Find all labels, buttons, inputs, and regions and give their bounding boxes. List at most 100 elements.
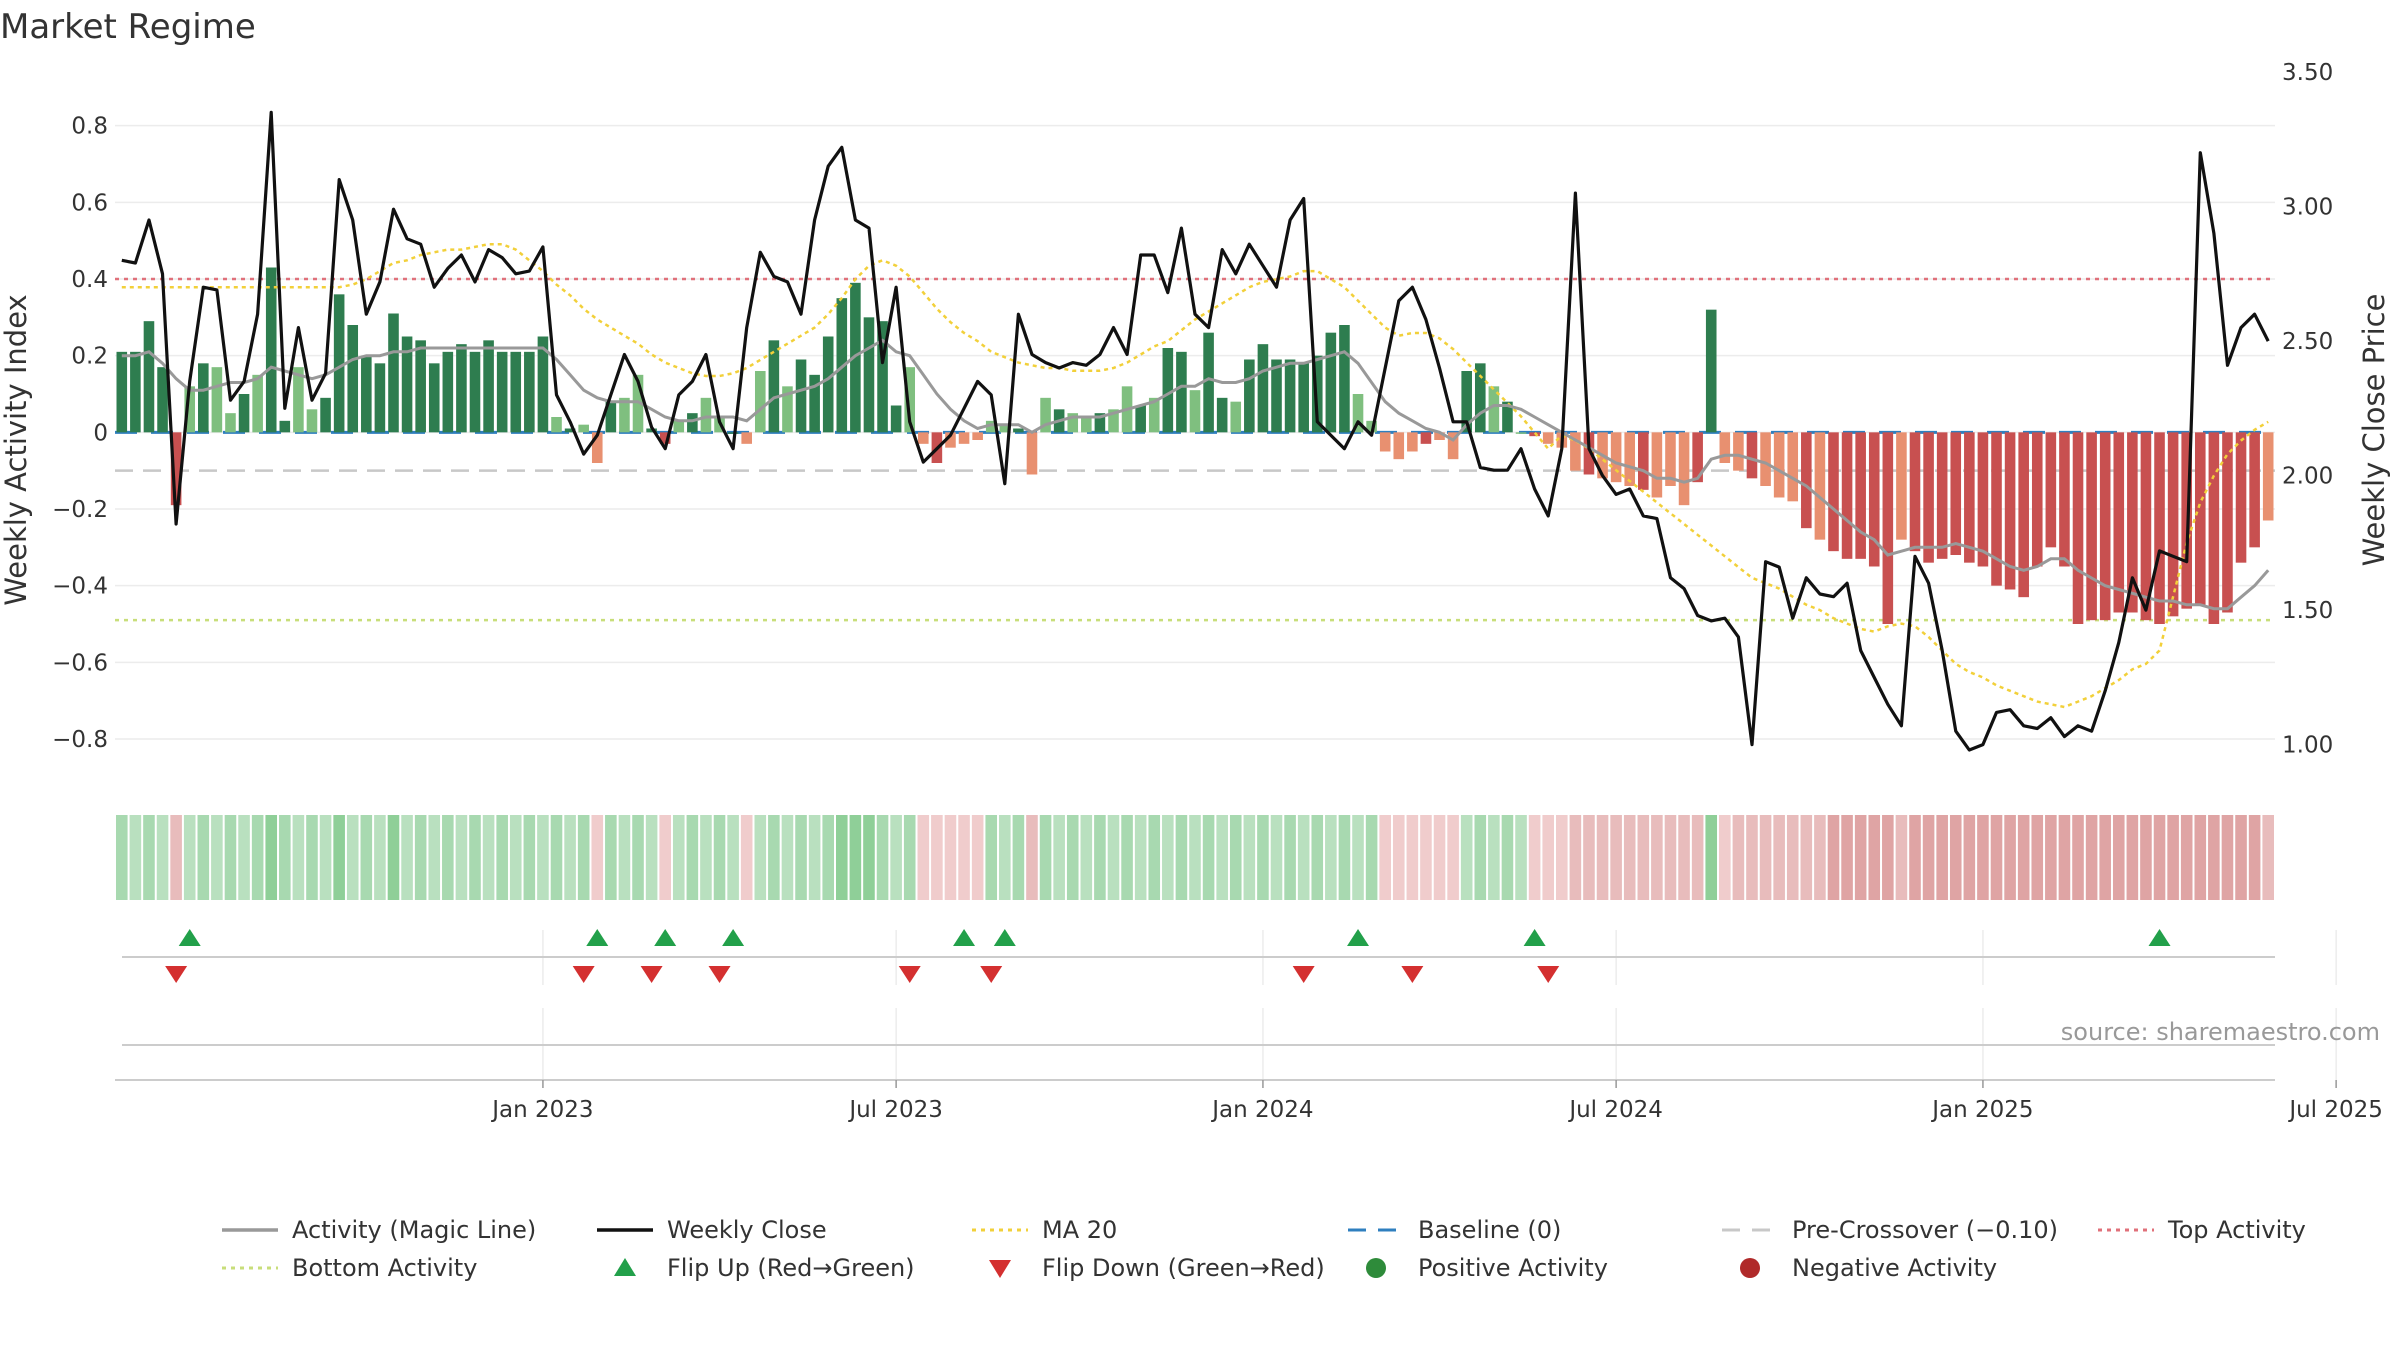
regime-strip-cell <box>1664 815 1677 900</box>
regime-strip-cell <box>727 815 739 900</box>
regime-strip-cell <box>360 815 373 900</box>
regime-strip-cell <box>116 815 128 900</box>
right-axis-label: Weekly Close Price <box>2357 294 2391 567</box>
activity-bar <box>1705 309 1717 433</box>
activity-bar <box>524 351 535 433</box>
activity-bar <box>1434 432 1445 440</box>
activity-bar <box>985 420 997 433</box>
activity-bar <box>157 367 168 433</box>
left-tick-label: 0.2 <box>71 344 108 370</box>
regime-strip-cell <box>1066 815 1079 900</box>
source-note: source: sharemaestro.com <box>2061 1018 2380 1046</box>
regime-strip-cell <box>672 815 685 900</box>
flip-down-marker <box>1292 966 1315 983</box>
activity-bar <box>333 294 345 433</box>
flip-down-marker <box>572 966 595 983</box>
activity-bar <box>1407 432 1418 452</box>
activity-bar <box>496 351 508 433</box>
activity-bar <box>1271 359 1282 433</box>
regime-strip-cell <box>754 815 767 900</box>
regime-strip-cell <box>1759 815 1772 900</box>
activity-bar <box>551 417 562 433</box>
chart-title: Market Regime <box>0 7 256 47</box>
regime-strip-cell <box>509 815 522 900</box>
right-tick-label: 3.50 <box>2282 60 2333 86</box>
activity-bar <box>2018 432 2029 598</box>
activity-bar <box>863 317 875 433</box>
flip-down-marker <box>708 966 731 983</box>
flip-up-marker <box>1523 929 1546 946</box>
regime-strip-cell <box>1705 815 1718 900</box>
activity-bar <box>1977 432 1989 567</box>
regime-strip-cell <box>2045 815 2057 900</box>
activity-bar <box>1950 432 1962 555</box>
regime-strip-cell <box>1175 815 1188 900</box>
regime-strip-cell <box>849 815 862 900</box>
regime-strip-cell <box>428 815 441 900</box>
regime-strip-cell <box>1623 815 1636 900</box>
activity-bar <box>578 424 589 433</box>
activity-bar <box>1148 397 1160 433</box>
activity-bar <box>306 409 318 433</box>
regime-strip-cell <box>1026 815 1038 900</box>
activity-bar <box>2154 432 2165 624</box>
activity-bar <box>1393 432 1405 460</box>
regime-strip-cell <box>890 815 902 900</box>
regime-strip-cell <box>2167 815 2179 900</box>
left-tick-label: 0.4 <box>71 267 108 293</box>
regime-strip-cell <box>808 815 821 900</box>
activity-bar <box>1692 432 1703 483</box>
flip-down-marker <box>898 966 921 983</box>
activity-bar <box>2262 432 2274 521</box>
regime-strip-cell <box>156 815 169 900</box>
regime-strip-cell <box>170 815 182 900</box>
activity-bar <box>1230 401 1242 433</box>
regime-strip-cell <box>971 815 984 900</box>
activity-bar <box>1991 432 2002 586</box>
activity-bar <box>1964 432 1975 563</box>
activity-bar <box>1081 417 1092 433</box>
regime-strip-cell <box>1433 815 1446 900</box>
regime-strip-cell <box>1420 815 1432 900</box>
regime-strip-cell <box>1080 815 1093 900</box>
legend-swatch <box>1366 1258 1386 1278</box>
activity-bar <box>877 321 888 433</box>
regime-strip-cell <box>197 815 210 900</box>
legend-swatch <box>614 1258 636 1276</box>
activity-bar <box>646 428 657 433</box>
regime-strip-cell <box>2262 815 2274 900</box>
regime-strip-cell <box>2085 815 2098 900</box>
regime-strip-cell <box>279 815 291 900</box>
regime-strip-cell <box>2248 815 2261 900</box>
activity-bar <box>1678 432 1690 506</box>
activity-bar <box>1733 432 1744 471</box>
axis-ticks: 0.8 0.6 0.4 0.2 0 −0.2 −0.4 −0.6 −0.8 3.50 3.00 2.5… <box>52 60 2333 759</box>
regime-strip-cell <box>1270 815 1283 900</box>
activity-bar <box>1216 397 1228 433</box>
legend-label: Activity (Magic Line) <box>292 1216 536 1244</box>
activity-bar <box>972 432 983 440</box>
activity-bar <box>605 401 617 433</box>
flip-up-marker <box>654 929 677 946</box>
regime-strip-cell <box>387 815 400 900</box>
flip-up-marker <box>2148 929 2171 946</box>
activity-bar <box>211 367 223 433</box>
activity-bar <box>632 374 644 433</box>
legend-label: Pre-Crossover (−0.10) <box>1792 1216 2058 1244</box>
activity-bar <box>428 363 440 433</box>
regime-strip-cell <box>2235 815 2247 900</box>
activity-bar <box>1298 363 1309 433</box>
activity-bar <box>1420 432 1432 444</box>
activity-bar <box>401 336 413 433</box>
activity-bar <box>2140 432 2152 621</box>
regime-strip-cell <box>2140 815 2152 900</box>
activity-bar <box>1583 432 1595 475</box>
activity-bar <box>442 351 454 433</box>
series-lines <box>121 110 2270 752</box>
regime-strip-cell <box>333 815 345 900</box>
right-tick-label: 2.00 <box>2282 464 2333 490</box>
regime-strip-cell <box>1012 815 1025 900</box>
regime-strip-cell <box>1515 815 1527 900</box>
regime-strip-cell <box>1990 815 2003 900</box>
legend-label: Positive Activity <box>1418 1254 1608 1282</box>
